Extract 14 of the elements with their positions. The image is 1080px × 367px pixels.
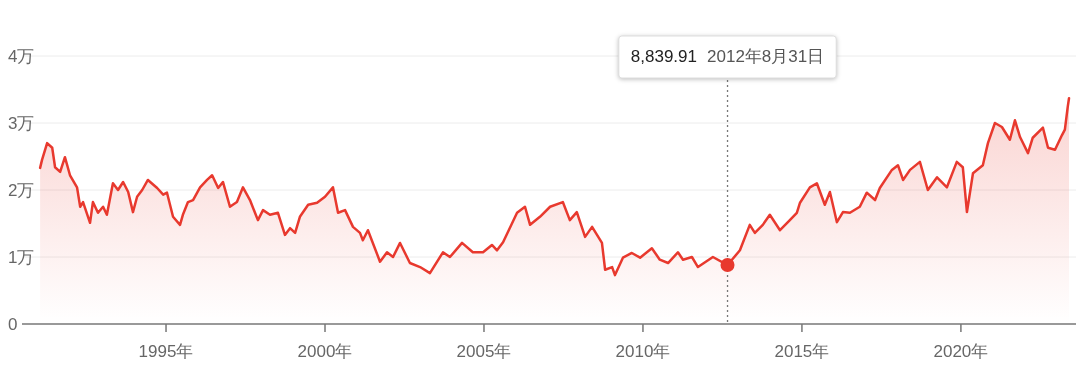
- x-tick-label: 1995年: [138, 342, 194, 361]
- y-tick-label: 1万: [8, 248, 35, 267]
- annotation: 2012年8月31日: [707, 47, 825, 66]
- x-tick-label: 2015年: [774, 342, 830, 361]
- y-tick-label: 0: [8, 315, 18, 334]
- y-tick-label: 2万: [8, 181, 35, 200]
- x-tick-label: 2020年: [933, 342, 989, 361]
- y-tick-label: 3万: [8, 114, 35, 133]
- x-tick-label: 2000年: [297, 342, 353, 361]
- x-tick-label: 2010年: [615, 342, 671, 361]
- annotation: 8,839.91: [630, 47, 698, 66]
- y-tick-label: 4万: [8, 47, 35, 66]
- tooltip: 8,839.91 2012年8月31日: [618, 35, 837, 79]
- x-tick-label: 2005年: [456, 342, 512, 361]
